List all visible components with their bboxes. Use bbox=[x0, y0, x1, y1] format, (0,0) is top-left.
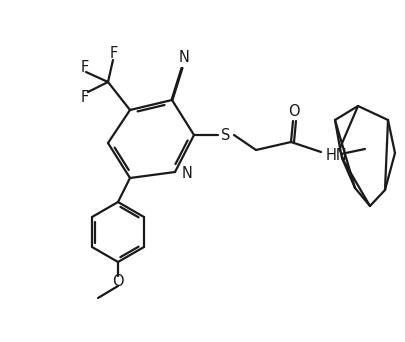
Text: F: F bbox=[110, 47, 118, 62]
Text: N: N bbox=[182, 166, 193, 181]
Text: HN: HN bbox=[326, 148, 348, 163]
Text: N: N bbox=[179, 50, 190, 65]
Text: F: F bbox=[81, 60, 89, 75]
Text: O: O bbox=[288, 105, 300, 119]
Text: F: F bbox=[81, 91, 89, 105]
Text: S: S bbox=[221, 128, 231, 143]
Text: O: O bbox=[112, 275, 124, 289]
